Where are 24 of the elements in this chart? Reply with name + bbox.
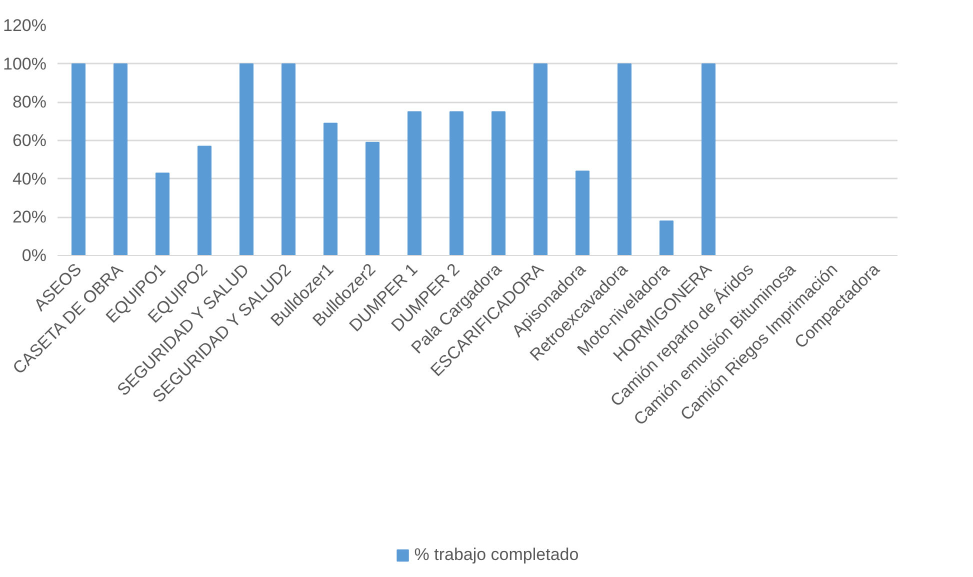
- bar: [659, 220, 674, 256]
- legend-label: % trabajo completado: [414, 544, 579, 564]
- bar: [449, 111, 464, 256]
- bar: [113, 63, 128, 256]
- y-tick-label: 20%: [12, 208, 47, 227]
- bar: [365, 142, 380, 256]
- bar: [281, 63, 296, 256]
- bar: [197, 146, 212, 256]
- y-tick-label: 0%: [22, 246, 47, 265]
- bar: [491, 111, 506, 256]
- bar: [701, 63, 716, 256]
- bar: [323, 122, 338, 256]
- y-tick-label: 40%: [12, 169, 47, 188]
- bar: [575, 170, 590, 256]
- bar: [155, 172, 170, 256]
- y-tick-label: 80%: [12, 92, 47, 112]
- bar: [239, 63, 254, 256]
- y-tick-label: 120%: [3, 16, 47, 35]
- bar: [71, 63, 86, 256]
- bar: [533, 63, 548, 256]
- y-tick-label: 100%: [3, 54, 47, 74]
- y-tick-label: 60%: [12, 131, 47, 150]
- bar: [617, 63, 632, 256]
- bar: [407, 111, 422, 256]
